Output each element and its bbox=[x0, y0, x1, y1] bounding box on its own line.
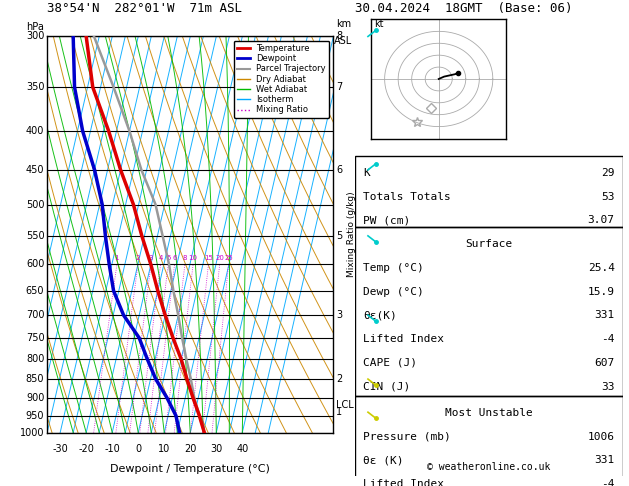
Text: 350: 350 bbox=[26, 82, 44, 92]
Text: 900: 900 bbox=[26, 393, 44, 403]
Text: 700: 700 bbox=[26, 310, 44, 320]
Text: km: km bbox=[336, 18, 351, 29]
Text: 331: 331 bbox=[594, 455, 615, 466]
Text: 33: 33 bbox=[601, 382, 615, 392]
Text: Most Unstable: Most Unstable bbox=[445, 408, 533, 418]
Text: 7: 7 bbox=[337, 82, 342, 92]
Text: 600: 600 bbox=[26, 260, 44, 269]
Text: Lifted Index: Lifted Index bbox=[364, 479, 445, 486]
Text: ASL: ASL bbox=[334, 36, 352, 46]
Text: 10: 10 bbox=[189, 255, 198, 261]
Text: 1: 1 bbox=[337, 407, 342, 417]
Text: Dewpoint / Temperature (°C): Dewpoint / Temperature (°C) bbox=[110, 464, 270, 474]
Text: Totals Totals: Totals Totals bbox=[364, 191, 451, 202]
Bar bbox=[355, 227, 623, 396]
Text: 8: 8 bbox=[337, 32, 342, 41]
Text: 5: 5 bbox=[166, 255, 170, 261]
Text: 25: 25 bbox=[224, 255, 233, 261]
Text: 850: 850 bbox=[26, 374, 44, 384]
Text: 6: 6 bbox=[337, 165, 342, 175]
Text: 30.04.2024  18GMT  (Base: 06): 30.04.2024 18GMT (Base: 06) bbox=[355, 1, 573, 15]
Text: 3: 3 bbox=[337, 310, 342, 320]
Text: 20: 20 bbox=[215, 255, 224, 261]
Text: 25.4: 25.4 bbox=[587, 263, 615, 273]
Text: 29: 29 bbox=[601, 168, 615, 178]
Text: Mixing Ratio (g/kg): Mixing Ratio (g/kg) bbox=[347, 191, 357, 278]
Text: CAPE (J): CAPE (J) bbox=[364, 358, 418, 368]
Text: 2: 2 bbox=[337, 374, 342, 384]
Text: 750: 750 bbox=[26, 333, 44, 343]
Text: Surface: Surface bbox=[465, 239, 513, 249]
Text: LCL: LCL bbox=[337, 400, 354, 410]
Text: 650: 650 bbox=[26, 286, 44, 296]
Text: K: K bbox=[364, 168, 370, 178]
Text: kt: kt bbox=[374, 18, 383, 29]
Text: 450: 450 bbox=[26, 165, 44, 175]
Text: 1006: 1006 bbox=[587, 432, 615, 442]
Text: 400: 400 bbox=[26, 126, 44, 136]
Text: 20: 20 bbox=[184, 444, 196, 454]
Text: 15.9: 15.9 bbox=[587, 287, 615, 296]
Text: 1: 1 bbox=[114, 255, 119, 261]
Text: 6: 6 bbox=[172, 255, 177, 261]
Text: 30: 30 bbox=[210, 444, 223, 454]
Text: hPa: hPa bbox=[26, 22, 44, 33]
Text: 950: 950 bbox=[26, 411, 44, 421]
Text: θε(K): θε(K) bbox=[364, 311, 397, 320]
Text: 300: 300 bbox=[26, 32, 44, 41]
Text: PW (cm): PW (cm) bbox=[364, 215, 411, 226]
Legend: Temperature, Dewpoint, Parcel Trajectory, Dry Adiabat, Wet Adiabat, Isotherm, Mi: Temperature, Dewpoint, Parcel Trajectory… bbox=[234, 41, 329, 118]
Text: Pressure (mb): Pressure (mb) bbox=[364, 432, 451, 442]
Text: 38°54'N  282°01'W  71m ASL: 38°54'N 282°01'W 71m ASL bbox=[47, 1, 242, 15]
Text: -4: -4 bbox=[601, 479, 615, 486]
Text: 500: 500 bbox=[26, 200, 44, 209]
Text: 3: 3 bbox=[148, 255, 153, 261]
Text: 607: 607 bbox=[594, 358, 615, 368]
Text: 8: 8 bbox=[182, 255, 187, 261]
Text: -10: -10 bbox=[104, 444, 120, 454]
Text: 2: 2 bbox=[136, 255, 140, 261]
Text: Dewp (°C): Dewp (°C) bbox=[364, 287, 424, 296]
Text: 800: 800 bbox=[26, 354, 44, 364]
Text: Lifted Index: Lifted Index bbox=[364, 334, 445, 344]
Text: 331: 331 bbox=[594, 311, 615, 320]
Text: 1000: 1000 bbox=[19, 428, 44, 437]
Text: -4: -4 bbox=[601, 334, 615, 344]
Text: 4: 4 bbox=[159, 255, 163, 261]
Text: 5: 5 bbox=[337, 231, 342, 241]
Text: -30: -30 bbox=[52, 444, 68, 454]
Text: 10: 10 bbox=[158, 444, 170, 454]
Text: 0: 0 bbox=[135, 444, 142, 454]
Text: 3.07: 3.07 bbox=[587, 215, 615, 226]
Text: 15: 15 bbox=[204, 255, 213, 261]
Text: -20: -20 bbox=[78, 444, 94, 454]
Text: 550: 550 bbox=[26, 231, 44, 241]
Bar bbox=[355, 156, 623, 227]
Text: 53: 53 bbox=[601, 191, 615, 202]
Text: Temp (°C): Temp (°C) bbox=[364, 263, 424, 273]
Text: © weatheronline.co.uk: © weatheronline.co.uk bbox=[427, 462, 551, 472]
Bar bbox=[355, 396, 623, 486]
Text: θε (K): θε (K) bbox=[364, 455, 404, 466]
Text: 40: 40 bbox=[236, 444, 248, 454]
Text: CIN (J): CIN (J) bbox=[364, 382, 411, 392]
